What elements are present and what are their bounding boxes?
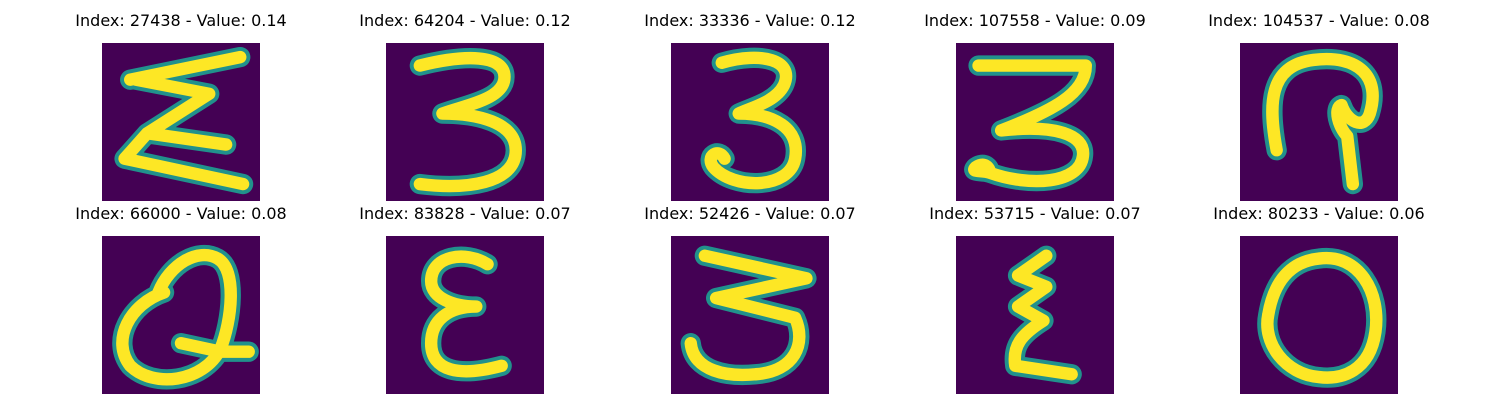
digit-image — [1240, 236, 1398, 394]
panel-5: Index: 104537 - Value: 0.08 — [1199, 8, 1439, 201]
panel-3: Index: 33336 - Value: 0.12 — [630, 8, 870, 201]
panel-2: Index: 64204 - Value: 0.12 — [345, 8, 585, 201]
panel-title: Index: 53715 - Value: 0.07 — [929, 204, 1141, 223]
panel-9: Index: 53715 - Value: 0.07 — [915, 201, 1155, 394]
panel-title: Index: 104537 - Value: 0.08 — [1208, 11, 1430, 30]
panel-title: Index: 52426 - Value: 0.07 — [644, 204, 856, 223]
digit-image — [956, 236, 1114, 394]
digit-image — [102, 236, 260, 394]
panel-7: Index: 83828 - Value: 0.07 — [345, 201, 585, 394]
panel-8: Index: 52426 - Value: 0.07 — [630, 201, 870, 394]
digit-image — [102, 43, 260, 201]
panel-title: Index: 107558 - Value: 0.09 — [924, 11, 1146, 30]
panel-10: Index: 80233 - Value: 0.06 — [1199, 201, 1439, 394]
digit-image — [386, 43, 544, 201]
panel-4: Index: 107558 - Value: 0.09 — [915, 8, 1155, 201]
panel-title: Index: 66000 - Value: 0.08 — [75, 204, 287, 223]
digit-image — [956, 43, 1114, 201]
panel-title: Index: 33336 - Value: 0.12 — [644, 11, 856, 30]
digit-image — [386, 236, 544, 394]
panel-title: Index: 27438 - Value: 0.14 — [75, 11, 287, 30]
panel-title: Index: 64204 - Value: 0.12 — [359, 11, 571, 30]
digit-image — [1240, 43, 1398, 201]
panel-title: Index: 83828 - Value: 0.07 — [359, 204, 571, 223]
panel-title: Index: 80233 - Value: 0.06 — [1213, 204, 1425, 223]
panel-1: Index: 27438 - Value: 0.14 — [61, 8, 301, 201]
panel-6: Index: 66000 - Value: 0.08 — [61, 201, 301, 394]
digit-image — [671, 236, 829, 394]
digit-image — [671, 43, 829, 201]
